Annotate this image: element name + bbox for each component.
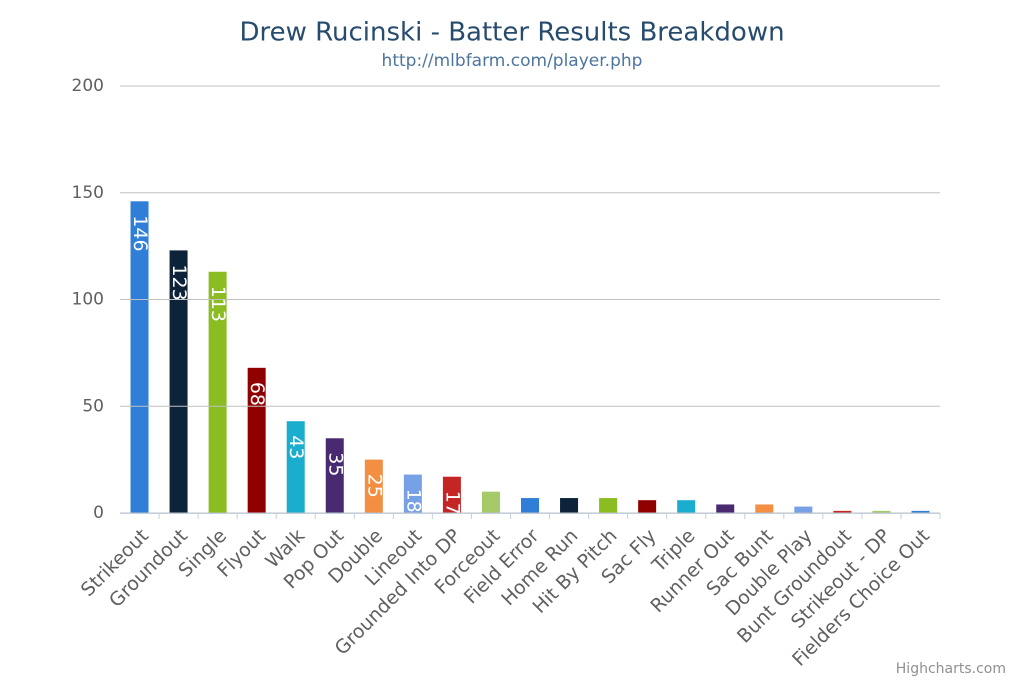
bar bbox=[599, 498, 618, 513]
chart-subtitle: http://mlbfarm.com/player.php bbox=[382, 51, 643, 71]
data-label: 113 bbox=[207, 286, 229, 322]
y-tick-label: 150 bbox=[72, 183, 104, 203]
bar bbox=[325, 438, 344, 513]
data-label: 123 bbox=[168, 264, 190, 300]
bar bbox=[521, 498, 539, 513]
y-tick-label: 0 bbox=[93, 503, 104, 523]
bar bbox=[286, 421, 305, 513]
data-label: 68 bbox=[246, 382, 268, 406]
bar bbox=[560, 498, 579, 513]
bar bbox=[403, 474, 422, 513]
plot-area: 146 123 113 68 43 35 25 18 17 bbox=[129, 201, 930, 515]
y-tick-label: 100 bbox=[72, 290, 104, 310]
data-label: 43 bbox=[285, 435, 307, 459]
data-label: 25 bbox=[363, 474, 385, 498]
credits: Highcharts.com bbox=[896, 661, 1006, 677]
bar bbox=[911, 510, 930, 513]
bar bbox=[442, 476, 461, 513]
bar bbox=[247, 367, 266, 513]
bar bbox=[638, 500, 657, 513]
bar bbox=[716, 504, 735, 513]
bar bbox=[481, 491, 500, 513]
bar bbox=[364, 459, 383, 513]
data-label: 18 bbox=[402, 489, 424, 513]
bar bbox=[677, 500, 696, 513]
y-tick-label: 200 bbox=[72, 76, 104, 96]
chart-title: Drew Rucinski - Batter Results Breakdown bbox=[239, 18, 784, 48]
bar bbox=[208, 271, 227, 513]
y-tick-label: 50 bbox=[82, 396, 104, 416]
bar bbox=[169, 250, 188, 513]
bar bbox=[755, 504, 774, 513]
bar bbox=[130, 201, 149, 513]
bar bbox=[872, 510, 891, 513]
bar bbox=[833, 510, 852, 513]
data-label: 35 bbox=[324, 452, 346, 476]
data-label: 146 bbox=[129, 215, 151, 251]
bar bbox=[794, 506, 813, 513]
data-label: 17 bbox=[441, 491, 463, 515]
